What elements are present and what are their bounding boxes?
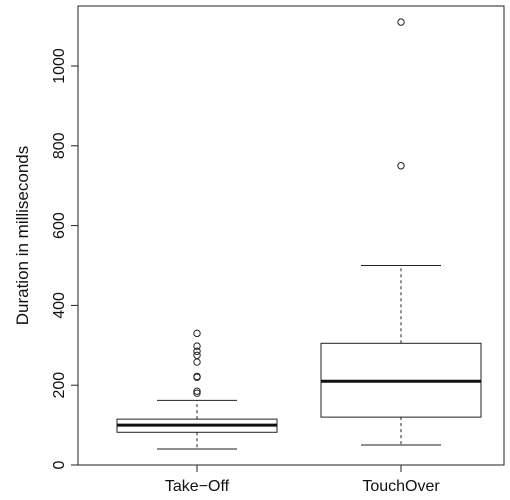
box-touchover (320, 18, 482, 446)
outlier-point (193, 329, 201, 338)
outlier-point (397, 18, 405, 26)
outlier-point (193, 389, 201, 397)
outlier-point (193, 358, 201, 366)
outlier-point (193, 347, 201, 355)
box-take-off (116, 329, 278, 450)
x-tick-label: TouchOver (362, 478, 440, 495)
outlier-point (193, 387, 201, 395)
outlier-point (397, 162, 405, 170)
y-tick-label: 0 (51, 460, 68, 469)
y-tick-label: 800 (51, 132, 68, 159)
y-tick-label: 1000 (51, 48, 68, 84)
outlier-point (193, 342, 201, 350)
y-tick-label: 600 (51, 212, 68, 239)
plot-frame (77, 5, 505, 466)
y-tick-label: 200 (51, 372, 68, 399)
y-tick-label: 400 (51, 292, 68, 319)
y-axis-label: Duration in milliseconds (13, 146, 32, 326)
x-tick-label: Take−Off (165, 478, 230, 495)
outlier-point (193, 351, 201, 359)
outlier-point (193, 372, 201, 381)
